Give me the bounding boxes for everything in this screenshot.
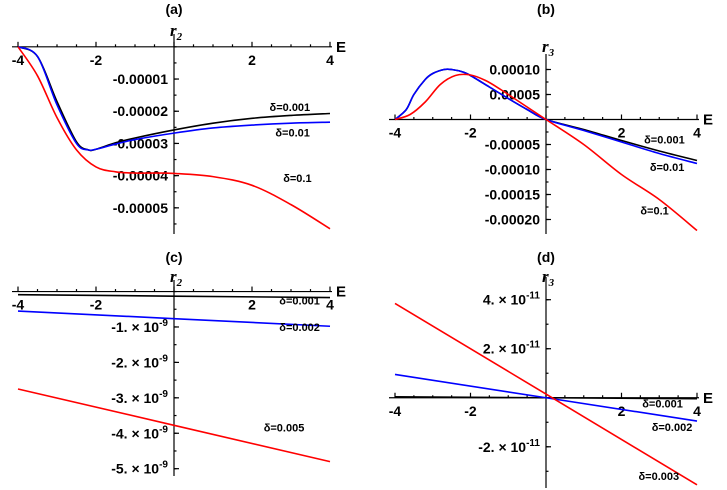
y-tick-label: -0.00005 [113, 200, 168, 216]
y-tick-label: -0.00010 [485, 162, 540, 178]
y-tick-label: -5. × 10-9 [111, 460, 168, 477]
x-axis-label: E [703, 390, 713, 407]
y-tick-label: -2. × 10-11 [478, 438, 540, 455]
series-annotation: δ=0.003 [638, 471, 679, 483]
y-tick-exponent: -9 [159, 318, 168, 329]
y-tick-label: 0.00005 [489, 87, 540, 103]
series-line [17, 388, 331, 463]
series-annotation: δ=0.002 [652, 422, 693, 434]
y-tick-base: × 10 [495, 292, 527, 308]
x-axis-label: E [703, 112, 713, 129]
x-tick-label: 2 [248, 52, 256, 68]
x-tick-label: 2 [248, 297, 256, 313]
series-line [394, 73, 698, 232]
series-line [17, 310, 331, 328]
x-axis-label: E [336, 39, 346, 56]
y-tick-label: -0.00005 [485, 137, 540, 153]
panel-1: (b) r3 E -4 -2 2 4 0.00010 0.00005 -0.00005 -0.000… [389, 1, 713, 234]
panel-2: (c) r2 E -4 -2 2 4 -1. × 10-9 -2. × 10-9 -3. × 10… [12, 249, 346, 477]
y-axis-label: r2 [170, 267, 183, 289]
series-annotation: δ=0.1 [283, 173, 311, 185]
series-line [17, 293, 331, 299]
x-tick-label: -2 [90, 297, 103, 313]
x-tick-label: -4 [12, 297, 25, 313]
series-line [17, 46, 331, 230]
y-tick-label: 2. × 10-11 [483, 340, 541, 357]
y-tick-exponent: -9 [159, 424, 168, 435]
y-tick-label: -4. × 10-9 [111, 424, 168, 441]
x-axis-label: E [336, 284, 346, 301]
series-annotation: δ=0.1 [640, 206, 668, 218]
y-axis-label: r2 [170, 21, 183, 43]
y-tick-label: -3. × 10-9 [111, 389, 168, 406]
y-tick-base: × 10 [495, 439, 527, 455]
panel-3: (d) r3 E -4 -2 2 4 4. × 10-11 2. × 10-11 -2. × 10… [389, 249, 713, 488]
y-tick-exponent: -11 [526, 291, 540, 302]
series-annotation: δ=0.001 [644, 135, 685, 147]
y-axis-label: r3 [542, 37, 555, 59]
x-tick-label: 2 [618, 403, 626, 419]
y-tick-base: × 10 [128, 390, 160, 406]
x-tick-label: 2 [618, 125, 626, 141]
y-tick-label: -0.00001 [113, 71, 168, 87]
y-tick-base: × 10 [128, 461, 160, 477]
y-tick-exponent: -11 [526, 340, 540, 351]
y-tick-label: -1. × 10-9 [111, 318, 168, 335]
y-tick-base: × 10 [128, 425, 160, 441]
y-tick-exponent: -9 [159, 460, 168, 471]
series-annotation: δ=0.002 [279, 322, 320, 334]
series-annotation: δ=0.01 [275, 127, 310, 139]
panel-0: (a)r2E-4 -2 2 4-0.00001-0.00002-0.00003-0.0… [12, 1, 346, 234]
y-tick-label: -0.00004 [113, 168, 168, 184]
x-tick-label: 4 [693, 125, 701, 141]
x-tick-label: 4 [326, 52, 334, 68]
y-axis-label-subscript: 2 [176, 31, 183, 43]
y-axis-label-subscript: 2 [176, 277, 183, 289]
series-annotation: δ=0.001 [279, 296, 320, 308]
series-annotation: δ=0.005 [264, 422, 305, 434]
series-line [394, 373, 698, 422]
y-tick-label: 4. × 10-11 [483, 291, 541, 308]
series-annotation: δ=0.01 [650, 162, 685, 174]
y-tick-exponent: -11 [526, 438, 540, 449]
series-line [17, 46, 331, 152]
series-line [394, 302, 698, 486]
x-tick-label: -4 [12, 52, 25, 68]
y-tick-label: -2. × 10-9 [111, 353, 168, 370]
x-tick-label: -2 [464, 403, 477, 419]
x-tick-label: -4 [389, 403, 402, 419]
x-tick-label: -2 [464, 125, 477, 141]
panel-title: (d) [537, 249, 555, 265]
y-tick-label: -0.00015 [485, 187, 540, 203]
y-tick-label: -0.00020 [485, 212, 540, 228]
y-axis-label: r3 [542, 267, 555, 289]
y-tick-base: × 10 [128, 319, 160, 335]
x-tick-label: -2 [90, 52, 103, 68]
series-annotation: δ=0.001 [642, 399, 683, 411]
y-axis-label-subscript: 3 [548, 47, 555, 59]
x-tick-label: -4 [389, 125, 402, 141]
series-line [17, 46, 331, 152]
y-tick-label: -0.00002 [113, 103, 168, 119]
y-tick-exponent: -9 [159, 353, 168, 364]
y-axis-label-subscript: 3 [548, 277, 555, 289]
series-annotation: δ=0.001 [270, 102, 311, 114]
y-tick-exponent: -9 [159, 389, 168, 400]
y-tick-base: × 10 [128, 354, 160, 370]
y-tick-base: × 10 [495, 341, 527, 357]
panel-title: (b) [537, 1, 555, 17]
panel-title: (c) [165, 249, 182, 265]
panel-title: (a) [165, 1, 182, 17]
y-tick-label: 0.00010 [489, 62, 540, 78]
x-tick-label: 4 [693, 403, 701, 419]
x-tick-label: 4 [326, 297, 334, 313]
